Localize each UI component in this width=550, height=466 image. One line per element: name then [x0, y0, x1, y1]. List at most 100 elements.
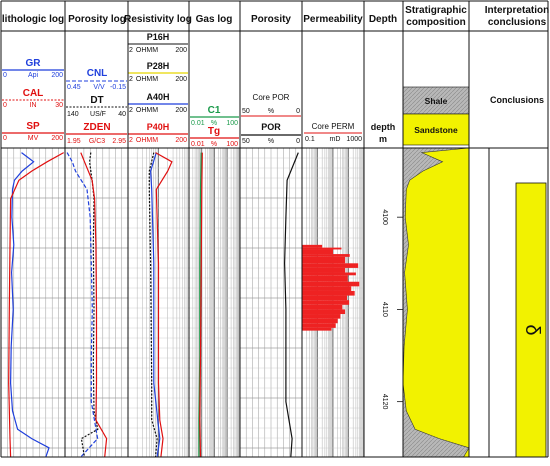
c1-unit: %	[211, 120, 217, 127]
tg-max: 100	[226, 141, 238, 148]
zden-max: 2.95	[112, 138, 126, 145]
depth-label-4120: 4120	[381, 394, 388, 410]
perm-bar	[302, 247, 342, 250]
cnl-name: CNL	[87, 68, 108, 79]
sandstone-body	[402, 147, 470, 458]
core-perm-name: Core PERM	[312, 122, 355, 131]
depth-label: depth	[371, 122, 396, 132]
p28h-max: 200	[175, 76, 187, 83]
core-perm-max: 1000	[346, 136, 362, 143]
cnl-max: -0.15	[110, 84, 126, 91]
depth-label-4100: 4100	[381, 209, 388, 225]
perm-bar	[302, 281, 360, 287]
title-gas: Gas log	[196, 14, 233, 25]
zden-name: ZDEN	[83, 122, 110, 133]
perm-bar	[302, 300, 350, 305]
core-por-unit: %	[268, 108, 274, 115]
core-perm-min: 0.1	[305, 136, 315, 143]
c1-curve	[198, 152, 202, 457]
core-perm-bars	[302, 244, 360, 331]
title-strat-1: Stratigraphic	[405, 5, 467, 16]
c1-min: 0.01	[191, 120, 205, 127]
perm-bar	[302, 314, 341, 319]
title-resistivity: Resistivity log	[124, 14, 192, 25]
perm-bar	[302, 323, 336, 328]
perm-bar	[302, 295, 347, 301]
cnl-curve	[66, 152, 99, 458]
depth-label-4110: 4110	[381, 302, 388, 317]
perm-bar	[302, 286, 352, 291]
cnl-min: 0.45	[67, 84, 81, 91]
dt-min: 140	[67, 111, 79, 118]
perm-bar	[302, 244, 323, 248]
perm-bar	[302, 327, 332, 331]
p16h-max: 200	[175, 47, 187, 54]
title-interp-1: Interpretation	[485, 5, 549, 16]
perm-bar	[302, 309, 346, 315]
cnl-unit: V/V	[93, 84, 105, 91]
depth-unit: m	[379, 134, 387, 144]
sp-curve	[8, 152, 64, 458]
title-lithologic: lithologic log	[2, 14, 64, 25]
perm-bar	[302, 256, 346, 264]
p28h-name: P28H	[147, 61, 170, 71]
core-por-max: 0	[296, 108, 300, 115]
zden-curve	[80, 152, 108, 458]
zden-min: 1.95	[67, 138, 81, 145]
track-grid-log	[188, 148, 241, 457]
sp-max: 200	[51, 135, 63, 142]
sandstone-legend-label: Sandstone	[414, 125, 458, 135]
gr-name: GR	[26, 58, 42, 69]
perm-bar	[302, 263, 359, 268]
track-grid	[240, 148, 302, 457]
curve-headers: GR 0 Api 200 CAL 0 IN 30 SP 0 MV 200 CNL…	[2, 32, 544, 148]
column-titles: lithologic log Porosity log Resistivity …	[2, 5, 549, 28]
p40h-unit: OHMM	[136, 137, 158, 144]
p28h-unit: OHMM	[136, 76, 158, 83]
sp-unit: MV	[28, 135, 39, 142]
perm-bar	[302, 254, 350, 257]
perm-bar	[302, 267, 346, 273]
p40h-min: 2	[129, 137, 133, 144]
cal-max: 30	[55, 102, 63, 109]
shale-legend-box	[402, 86, 470, 115]
perm-bar	[302, 249, 333, 255]
por-unit: %	[268, 138, 274, 145]
depth-ticks: 4100 4110 4120	[381, 209, 403, 410]
conclusion-symbol: δ	[521, 324, 543, 335]
a40h-max: 200	[175, 107, 187, 114]
gr-min: 0	[3, 72, 7, 79]
interp-label: Conclusions	[490, 95, 544, 105]
perm-bar	[302, 290, 355, 296]
core-por-min: 50	[242, 108, 250, 115]
dt-unit: US/F	[90, 111, 106, 118]
gr-unit: Api	[28, 72, 39, 79]
perm-bar	[302, 304, 343, 310]
p16h-unit: OHMM	[136, 47, 158, 54]
perm-bar	[302, 275, 348, 282]
perm-bar	[302, 318, 338, 324]
cal-name: CAL	[23, 88, 44, 99]
shale-legend-label: Shale	[425, 96, 448, 106]
a40h-name: A40H	[146, 92, 169, 102]
title-porosity-log: Porosity log	[68, 14, 126, 25]
p40h-name: P40H	[147, 122, 170, 132]
title-strat-2: composition	[406, 17, 465, 28]
p16h-min: 2	[129, 47, 133, 54]
por-name: POR	[261, 122, 281, 132]
a40h-min: 2	[129, 107, 133, 114]
cal-unit: IN	[30, 102, 37, 109]
por-min: 50	[242, 138, 250, 145]
gr-curve	[9, 152, 50, 458]
title-porosity: Porosity	[251, 14, 291, 25]
gr-max: 200	[51, 72, 63, 79]
tg-curve	[199, 152, 203, 458]
c1-name: C1	[208, 105, 221, 116]
sandstone-legend-box	[402, 113, 470, 146]
a40h-curve	[149, 152, 161, 458]
c1-max: 100	[226, 120, 238, 127]
p40h-max: 200	[175, 137, 187, 144]
tg-name: Tg	[208, 126, 220, 137]
title-depth: Depth	[369, 14, 397, 25]
